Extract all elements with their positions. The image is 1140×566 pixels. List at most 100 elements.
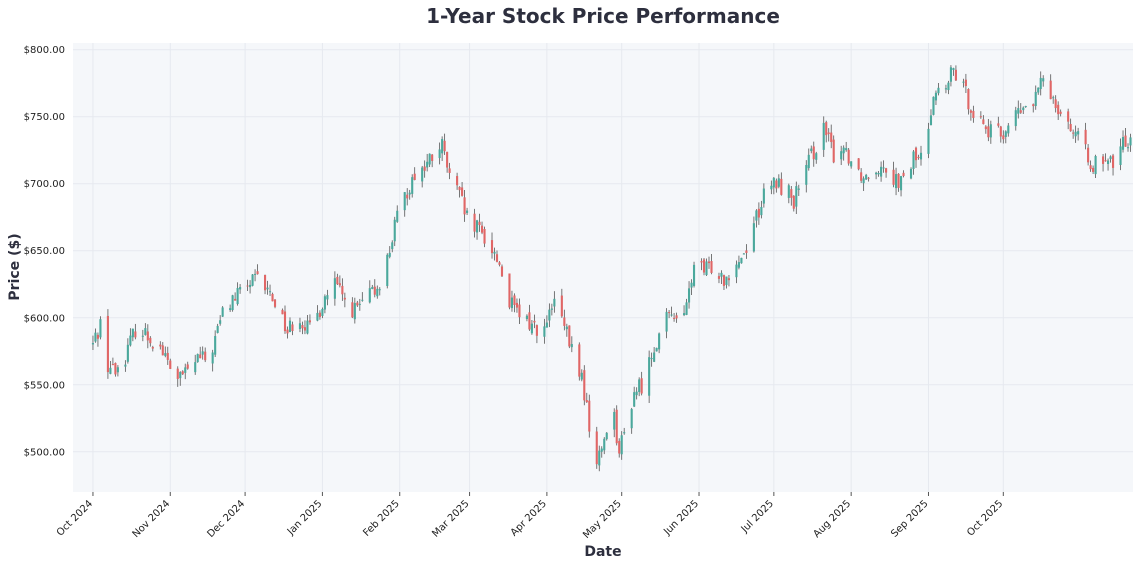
candle-body-down	[246, 285, 249, 287]
candle-body-down	[982, 119, 985, 125]
candle-body-down	[351, 302, 354, 318]
candle-body-down	[508, 273, 511, 308]
candle-body-up	[944, 88, 948, 90]
candle-body-down	[585, 400, 588, 403]
candle-body-up	[545, 322, 548, 328]
candle-body-up	[777, 178, 780, 187]
candle-body-up	[875, 172, 878, 175]
candle-body-up	[682, 313, 686, 316]
candle-body-up	[428, 153, 431, 165]
candle-body-up	[737, 262, 740, 268]
candle-body-up	[391, 242, 394, 250]
candle-body-down	[914, 147, 918, 161]
candle-body-up	[648, 357, 651, 396]
candle-body-up	[653, 352, 656, 362]
candle-body-up	[840, 151, 843, 160]
candle-body-up	[141, 335, 144, 337]
candle-body-up	[211, 352, 214, 364]
candle-body-down	[413, 173, 416, 180]
candle-body-down	[498, 262, 501, 265]
candle-body-up	[658, 333, 661, 350]
candle-body-up	[822, 122, 825, 150]
candle-body-up	[266, 287, 269, 290]
candle-body-down	[847, 149, 850, 164]
candle-body-up	[989, 124, 992, 138]
candle-body-up	[740, 257, 743, 264]
candle-body-down	[159, 344, 162, 347]
candle-body-down	[149, 337, 152, 344]
candle-body-down	[1002, 135, 1005, 140]
candle-body-down	[1019, 110, 1022, 113]
candle-body-up	[623, 432, 626, 434]
candle-body-down	[443, 140, 446, 152]
candle-body-up	[116, 367, 119, 373]
candle-body-down	[984, 126, 987, 130]
candle-body-down	[423, 166, 426, 171]
candle-body-down	[1089, 165, 1092, 170]
candle-body-up	[144, 328, 147, 335]
candle-body-down	[161, 345, 164, 356]
y-tick-label: $550.00	[24, 380, 65, 391]
candle-body-down	[595, 431, 598, 465]
candle-body-down	[897, 173, 900, 188]
candle-body-up	[1039, 77, 1042, 90]
candle-body-up	[371, 286, 374, 290]
candle-body-up	[570, 344, 573, 348]
candle-body-down	[892, 169, 895, 185]
candle-body-down	[431, 154, 434, 161]
candle-body-down	[456, 176, 459, 186]
candle-body-down	[199, 354, 202, 359]
candle-body-up	[1024, 106, 1027, 108]
candle-body-up	[655, 347, 658, 352]
candle-body-down	[518, 304, 521, 318]
candle-body-down	[700, 261, 703, 263]
candle-body-down	[885, 168, 888, 173]
candle-body-up	[1014, 110, 1017, 127]
candle-body-down	[483, 229, 486, 244]
candle-body-down	[308, 320, 312, 323]
candle-body-up	[929, 115, 933, 126]
candle-body-down	[204, 351, 207, 361]
candle-body-up	[361, 299, 364, 301]
candle-body-up	[184, 367, 187, 373]
candle-body-down	[707, 261, 711, 264]
x-tick-label: Dec 2024	[206, 498, 248, 540]
candle-body-up	[772, 177, 775, 188]
candle-body-up	[249, 284, 252, 288]
candle-body-down	[825, 122, 828, 136]
candle-body-up	[441, 139, 444, 154]
candle-body-up	[94, 332, 97, 342]
candle-body-down	[860, 172, 863, 181]
candle-body-up	[426, 161, 429, 168]
candle-body-up	[620, 435, 623, 455]
candle-body-up	[510, 297, 514, 309]
x-tick-label: Jul 2025	[739, 498, 776, 535]
candle-body-up	[1007, 125, 1010, 134]
candle-body-up	[735, 264, 738, 278]
candle-body-down	[513, 295, 516, 305]
candle-body-down	[745, 250, 748, 253]
candle-body-down	[151, 347, 154, 349]
candle-body-up	[630, 409, 633, 429]
candle-body-up	[1034, 91, 1037, 107]
candle-body-down	[668, 312, 671, 314]
candle-body-up	[1042, 78, 1045, 82]
candle-body-up	[565, 326, 568, 330]
candle-body-down	[710, 261, 713, 273]
candle-body-down	[857, 158, 860, 170]
candle-body-up	[131, 328, 134, 338]
x-tick-label: Apr 2025	[509, 498, 549, 538]
candle-body-up	[934, 92, 938, 101]
candle-body-up	[268, 291, 272, 293]
candle-body-down	[972, 110, 975, 118]
candle-body-up	[543, 326, 546, 337]
candle-body-down	[169, 360, 172, 369]
candle-body-down	[830, 132, 833, 143]
candle-body-down	[615, 409, 618, 444]
candle-body-down	[568, 325, 571, 347]
x-axis-ticks: Oct 2024 Nov 2024 Dec 2024 Jan 2025 Feb 2025…	[55, 492, 1005, 541]
candle-body-down	[1072, 132, 1075, 134]
candle-body-up	[927, 128, 930, 154]
candle-body-up	[254, 273, 257, 275]
